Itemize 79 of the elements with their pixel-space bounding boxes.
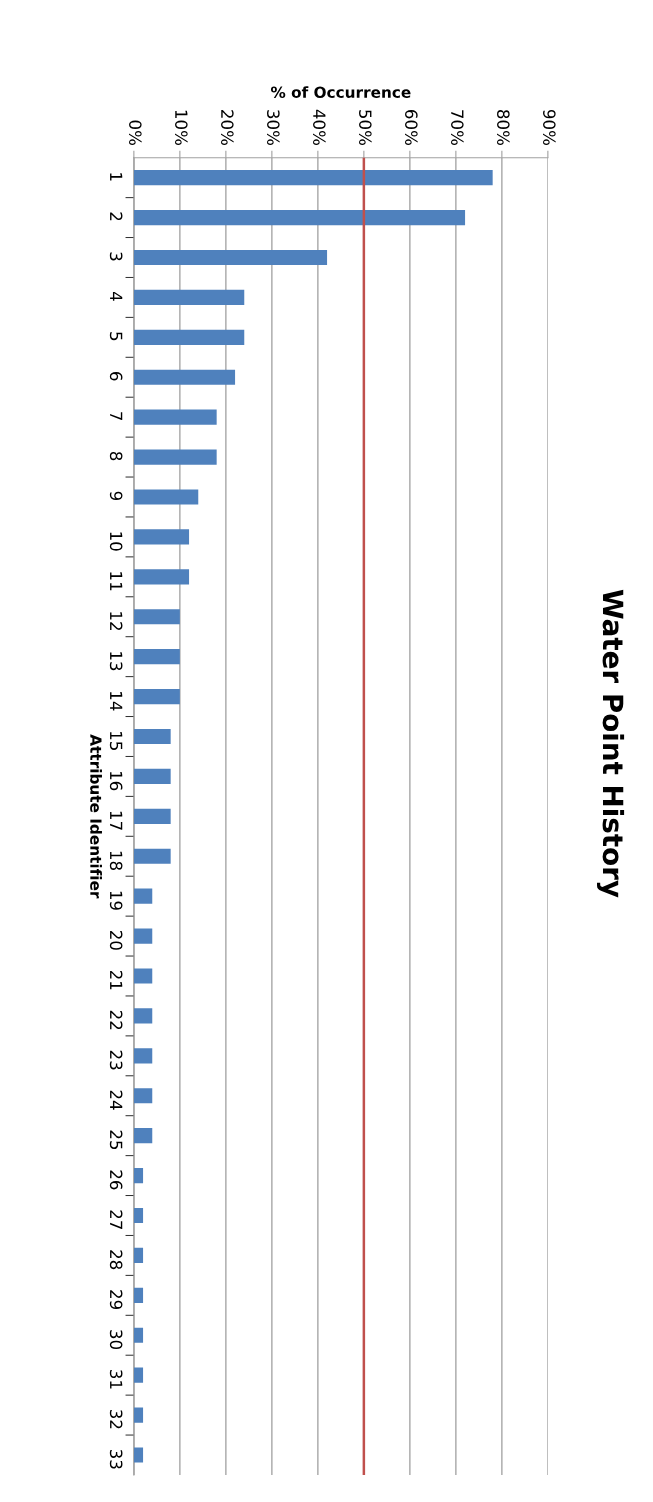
bar xyxy=(133,1287,144,1303)
x-tick-label: 20% xyxy=(221,110,234,145)
x-tick-label: 10% xyxy=(175,110,188,145)
bar xyxy=(133,1128,153,1144)
bar xyxy=(133,210,466,226)
y-tick-label: 28 xyxy=(109,1250,123,1270)
bar xyxy=(133,928,153,944)
y-tick-label: 17 xyxy=(110,811,123,830)
bar xyxy=(133,1407,144,1423)
y-tick-label: 13 xyxy=(109,652,123,671)
y-tick-label: 23 xyxy=(109,1050,123,1070)
y-tick-label: 6 xyxy=(109,372,123,381)
bar xyxy=(133,689,180,705)
x-tick-label: 40% xyxy=(313,109,326,145)
y-tick-label: 30 xyxy=(109,1330,123,1350)
y-tick-label: 18 xyxy=(109,851,123,870)
bar xyxy=(133,449,217,465)
y-tick-label: 16 xyxy=(109,771,123,791)
bar xyxy=(133,489,199,505)
y-tick-label: 5 xyxy=(109,332,123,341)
y-tick-label: 14 xyxy=(110,692,123,711)
bar xyxy=(133,1008,153,1024)
y-tick-label: 22 xyxy=(110,1010,123,1030)
bar xyxy=(133,329,245,345)
bar xyxy=(133,569,190,585)
y-tick-label: 10 xyxy=(109,532,123,551)
y-tick-label: 1 xyxy=(110,173,123,181)
bar xyxy=(133,649,180,665)
bar xyxy=(133,249,328,266)
text: Water Point History xyxy=(597,589,625,898)
y-tick-label: 31 xyxy=(109,1370,123,1389)
bar xyxy=(133,609,180,625)
bar xyxy=(133,1367,144,1383)
bar xyxy=(133,768,171,784)
y-tick-label: 9 xyxy=(109,491,123,501)
y-tick-label: 33 xyxy=(109,1449,123,1469)
bar xyxy=(133,888,153,904)
x-tick-label: 90% xyxy=(543,109,556,145)
bar xyxy=(133,1168,144,1184)
y-tick-label: 7 xyxy=(110,412,123,421)
x-tick-label: 60% xyxy=(405,110,418,145)
x-tick-label: 80% xyxy=(497,109,510,145)
x-tick-label: 0% xyxy=(129,120,142,145)
y-tick-label: 12 xyxy=(110,612,123,630)
y-tick-label: 19 xyxy=(109,891,123,910)
bar xyxy=(133,1327,144,1343)
y-tick-label: 15 xyxy=(109,732,123,750)
y-tick-label: 11 xyxy=(110,572,123,591)
x-tick-label: 30% xyxy=(267,110,280,145)
y-tick-label: 8 xyxy=(109,451,123,461)
bar xyxy=(133,848,171,864)
y-axis-title: Attribute Identifier xyxy=(90,734,102,899)
bar xyxy=(133,409,217,425)
bar xyxy=(133,1207,144,1224)
x-tick-label: 70% xyxy=(451,110,464,145)
y-tick-label: 32 xyxy=(109,1410,123,1429)
x-tick-label: 50% xyxy=(359,110,372,145)
bar xyxy=(133,170,493,186)
bar xyxy=(133,808,171,824)
y-tick-label: 25 xyxy=(109,1130,123,1150)
y-tick-label: 4 xyxy=(110,291,123,301)
y-tick-label: 20 xyxy=(109,930,123,950)
x-axis-title: % of Occurrence xyxy=(270,86,411,98)
y-tick-label: 27 xyxy=(110,1210,123,1229)
bar xyxy=(133,968,153,984)
y-tick-label: 24 xyxy=(110,1090,123,1110)
y-tick-label: 21 xyxy=(110,970,123,990)
bar xyxy=(133,1447,144,1463)
bar xyxy=(133,1048,153,1064)
bar xyxy=(133,529,190,545)
y-tick-label: 29 xyxy=(109,1290,123,1310)
y-tick-label: 2 xyxy=(110,212,123,221)
bar xyxy=(133,728,171,745)
y-tick-label: 3 xyxy=(109,252,123,261)
bar xyxy=(133,369,236,385)
bar xyxy=(133,1247,144,1264)
bar xyxy=(133,1088,153,1104)
bar xyxy=(133,289,245,305)
y-tick-label: 26 xyxy=(109,1170,123,1190)
